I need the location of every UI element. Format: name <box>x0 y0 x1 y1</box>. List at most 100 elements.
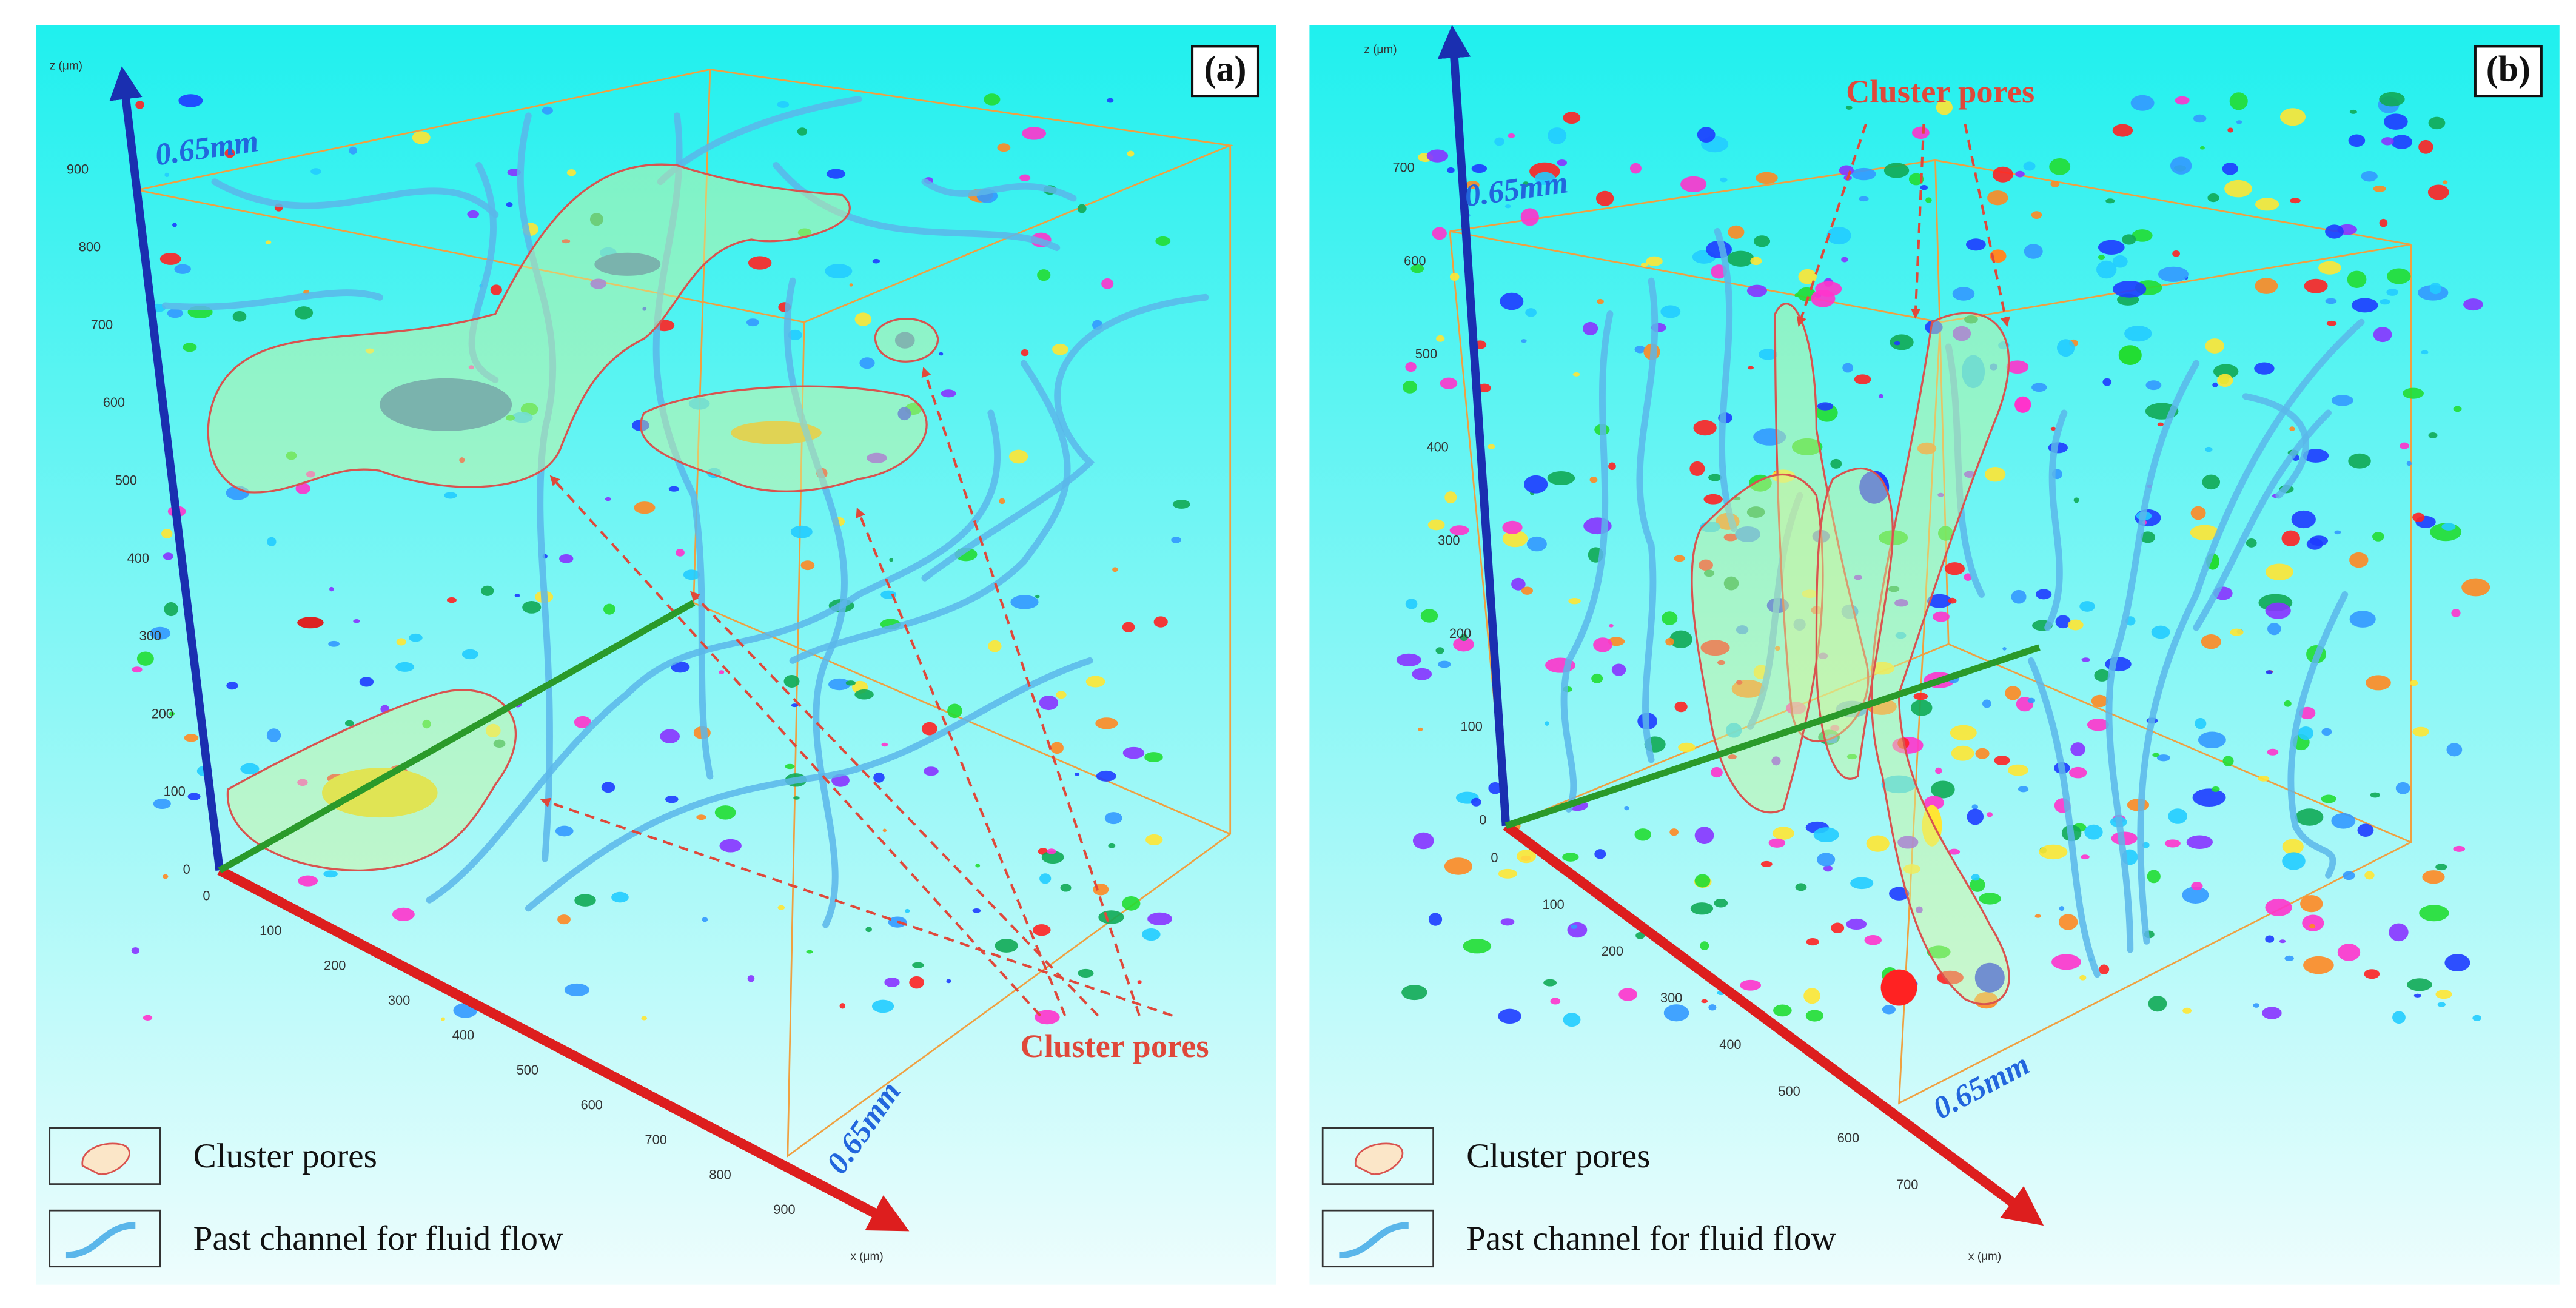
pore <box>1760 860 1773 867</box>
pore <box>2096 260 2117 279</box>
pore <box>2254 362 2275 375</box>
pore <box>1122 896 1141 911</box>
pore <box>562 239 571 244</box>
pore <box>2142 842 2150 848</box>
pore <box>2265 898 2292 916</box>
pore <box>184 734 199 742</box>
pore <box>2201 634 2221 649</box>
pore <box>1172 500 1190 509</box>
pore <box>1795 883 1807 891</box>
z-tick-label: 300 <box>1438 532 1460 548</box>
pore <box>1985 467 2006 482</box>
pore <box>392 907 415 921</box>
pore <box>1405 361 1417 372</box>
pore <box>872 258 880 264</box>
pore <box>1041 851 1064 864</box>
pore <box>590 278 607 289</box>
pore <box>1736 680 1743 685</box>
pore <box>2011 589 2027 604</box>
pore <box>1966 238 1986 251</box>
pore <box>2172 250 2180 257</box>
pore <box>1521 339 1527 343</box>
pore <box>2267 748 2279 756</box>
pore <box>2002 647 2007 651</box>
pore <box>2282 852 2306 870</box>
z-tick-label: 600 <box>1404 253 1426 268</box>
pore <box>2067 619 2084 631</box>
pore <box>2428 432 2438 438</box>
pore <box>2453 845 2466 852</box>
pore <box>2290 198 2301 204</box>
pore <box>1736 625 1749 635</box>
panel-label: (a) <box>1204 49 1247 89</box>
x-tick-label: 300 <box>1660 990 1682 1005</box>
pore <box>1521 586 1534 595</box>
pore <box>1950 725 1977 741</box>
pore <box>2051 954 2081 970</box>
pore <box>1768 838 1786 848</box>
pore <box>866 452 887 463</box>
pore <box>845 680 856 686</box>
panel-label-box <box>1191 45 1260 98</box>
z-tick-label: 100 <box>1460 719 1482 734</box>
pore <box>2124 326 2152 342</box>
pore <box>1107 98 1114 103</box>
pore <box>2421 350 2429 355</box>
pore <box>1740 979 1762 991</box>
pore <box>897 407 911 421</box>
pore <box>1085 676 1105 688</box>
pore <box>1910 699 1933 716</box>
fluid-channel <box>921 293 1209 582</box>
pore <box>412 131 431 144</box>
pore <box>1798 269 1817 284</box>
pore <box>1964 471 1976 478</box>
pore <box>1811 289 1836 307</box>
pore <box>889 558 894 562</box>
pore <box>349 146 357 155</box>
pore <box>131 947 140 954</box>
pore <box>984 93 1001 106</box>
cluster-outline <box>874 318 939 363</box>
pore <box>2105 198 2115 204</box>
pore <box>1502 530 1528 548</box>
pore <box>1504 204 1511 209</box>
pore <box>2384 113 2408 130</box>
pore <box>174 264 191 274</box>
pore <box>1708 474 1722 481</box>
pore <box>854 689 874 700</box>
x-tick-label: 600 <box>1837 1130 1859 1145</box>
pore <box>865 927 872 933</box>
pore <box>1674 555 1685 562</box>
pore <box>2099 964 2110 974</box>
pore <box>395 662 415 672</box>
pore <box>135 101 144 109</box>
pore <box>2068 766 2087 779</box>
pore <box>1137 980 1142 984</box>
pore <box>2222 756 2234 766</box>
pore <box>2073 497 2079 503</box>
pore <box>1925 320 1943 335</box>
pore <box>2379 92 2405 107</box>
pore <box>2337 944 2361 961</box>
pore <box>1487 444 1495 449</box>
pore <box>409 633 423 642</box>
fluid-channel <box>525 657 1093 912</box>
pore <box>696 814 706 820</box>
pore <box>1412 668 1432 680</box>
pore <box>564 983 590 997</box>
pore <box>461 649 478 660</box>
pore <box>2246 538 2257 548</box>
pore <box>2331 813 2356 829</box>
pore <box>1155 236 1171 246</box>
pore <box>2418 139 2433 154</box>
pore <box>2031 211 2042 220</box>
pore <box>1890 334 1914 350</box>
pore <box>825 264 853 279</box>
pore-blob <box>1974 962 2005 993</box>
pore <box>2435 990 2452 999</box>
pore <box>2281 530 2300 546</box>
pore <box>2318 261 2342 275</box>
pore <box>854 312 872 326</box>
legend-box <box>1321 1209 1434 1268</box>
z-tick-label: 400 <box>127 551 149 566</box>
